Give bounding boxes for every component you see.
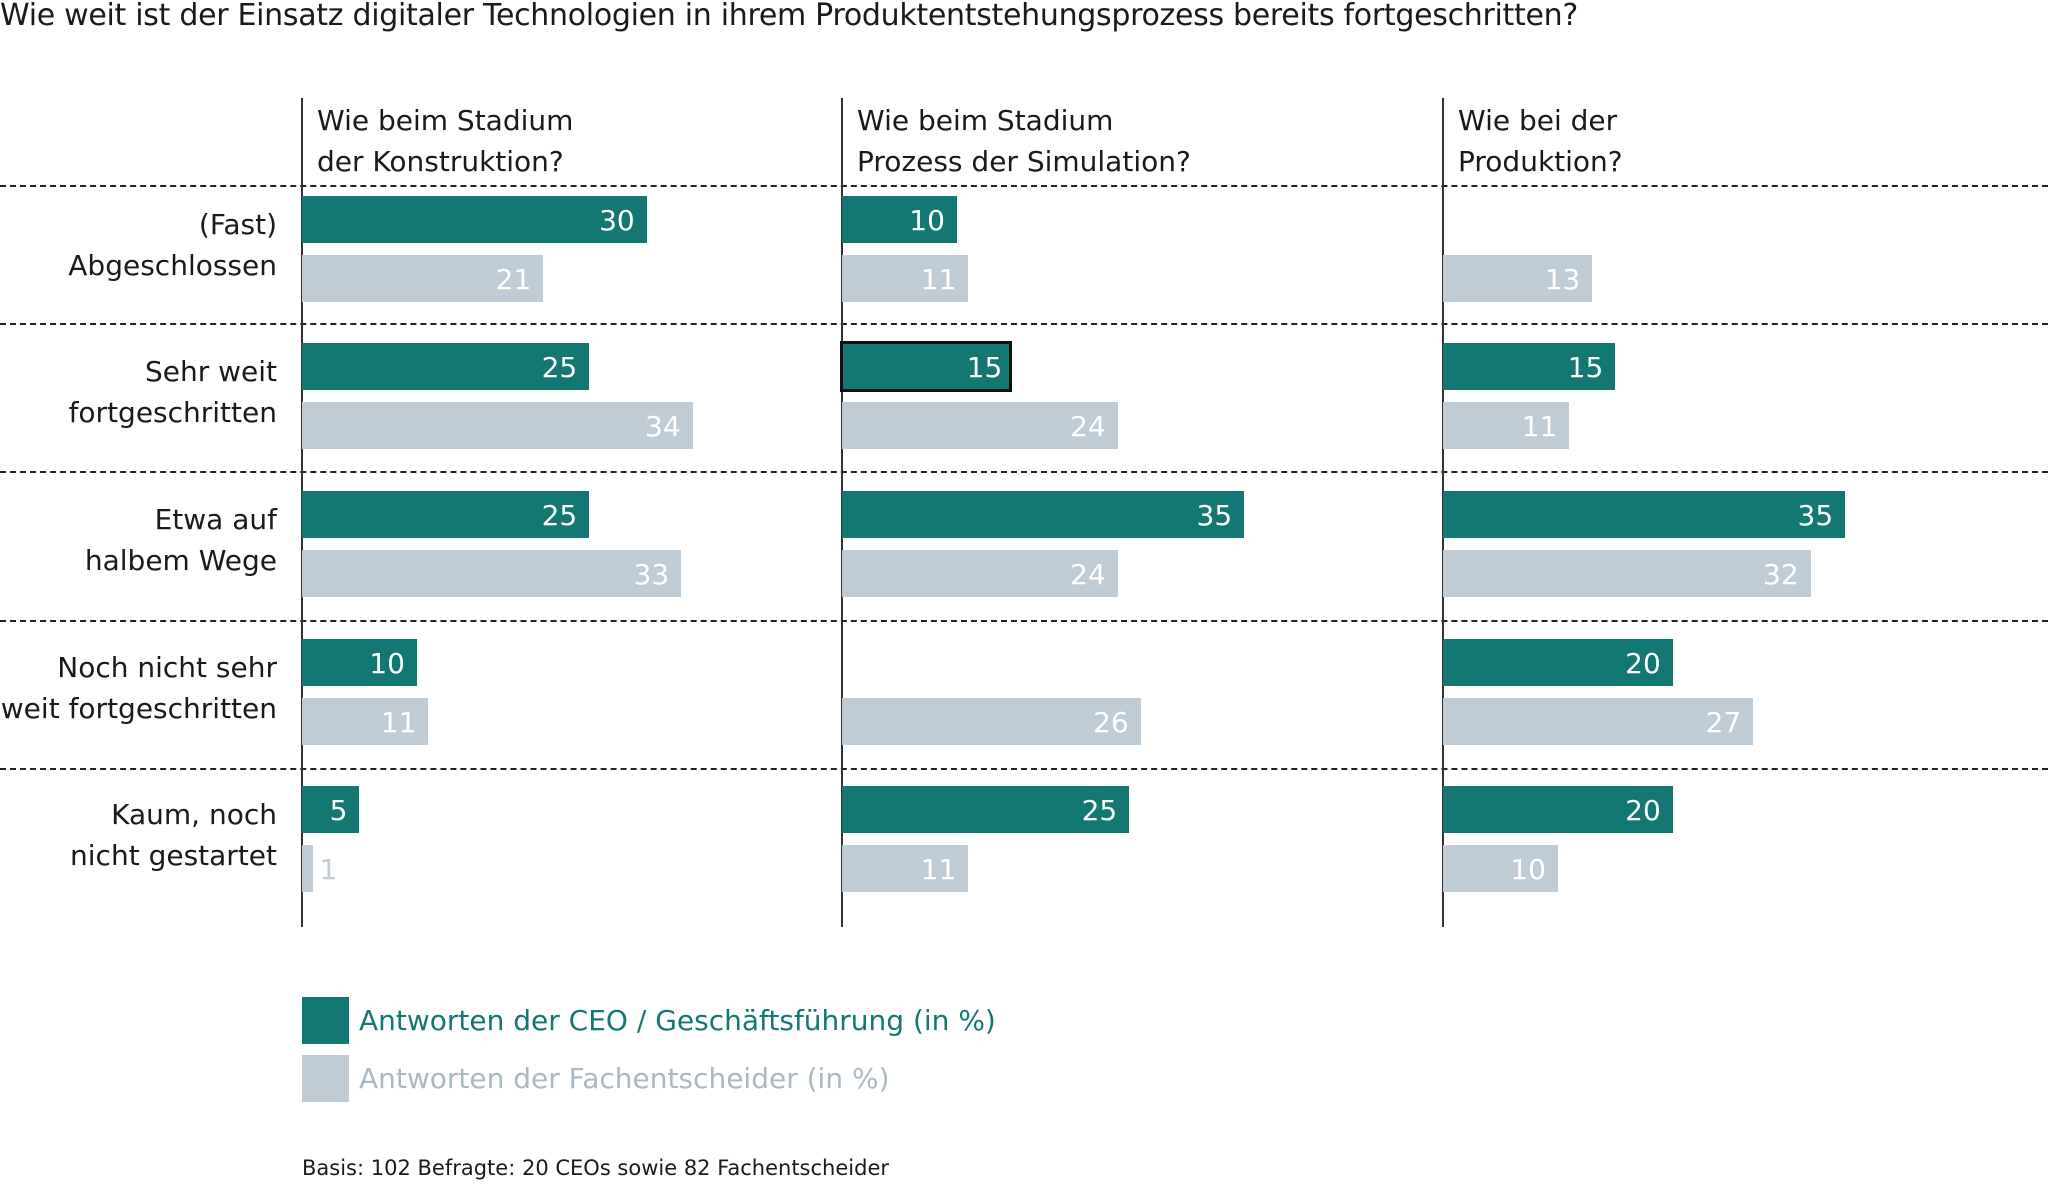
row-divider	[0, 620, 2048, 622]
bar-ceo	[302, 639, 417, 686]
bar-fach	[302, 698, 429, 745]
row-divider	[0, 768, 2048, 770]
bar-value-label: 25	[541, 351, 578, 384]
category-label-line: Abgeschlossen	[68, 249, 277, 282]
bar-fach	[842, 402, 1118, 449]
panel-title-line: Prozess der Simulation?	[857, 145, 1191, 178]
bar-value-label: 1	[319, 853, 338, 886]
bar-fach	[302, 550, 682, 597]
bar-value-label: 30	[599, 204, 635, 237]
bar-value-label: 10	[909, 204, 945, 237]
category-label: Etwa auf halbem Wege	[85, 499, 277, 581]
panel-axis-line	[301, 98, 303, 927]
panel-title: Wie bei der Produktion?	[1458, 100, 1623, 182]
bar-value-label: 21	[495, 263, 532, 296]
panel-title-line: Wie beim Stadium	[317, 104, 574, 137]
bar-ceo	[302, 491, 590, 538]
bar-value-label: 25	[541, 499, 578, 532]
category-label: Sehr weit fortgeschritten	[69, 351, 277, 433]
category-label: (Fast) Abgeschlossen	[68, 204, 277, 286]
bar-value-label: 27	[1705, 706, 1742, 739]
bar-value-label: 34	[645, 410, 681, 443]
panel-title-line: der Konstruktion?	[317, 145, 564, 178]
bar-value-label: 11	[1521, 410, 1558, 443]
bar-value-label: 11	[920, 263, 957, 296]
bar-value-label: 35	[1797, 499, 1834, 532]
panel-axis-line	[1442, 98, 1444, 927]
bar-fach	[842, 698, 1141, 745]
bar-ceo	[840, 341, 1013, 392]
bar-ceo	[1443, 491, 1846, 538]
footnote: Basis: 102 Befragte: 20 CEOs sowie 82 Fa…	[302, 1156, 889, 1180]
bar-value-label: 20	[1625, 794, 1661, 827]
category-label-line: Kaum, noch	[111, 798, 277, 831]
category-label-line: Etwa auf	[154, 503, 277, 536]
panel-title: Wie beim Stadium Prozess der Simulation?	[857, 100, 1191, 182]
bar-fach	[842, 550, 1118, 597]
bar-ceo	[1443, 786, 1673, 833]
category-label-line: weit fortgeschritten	[0, 692, 277, 725]
panel-title-line: Wie beim Stadium	[857, 104, 1114, 137]
bar-value-label: 24	[1070, 558, 1106, 591]
bar-fach	[1443, 698, 1754, 745]
bar-value-label: 24	[1070, 410, 1106, 443]
category-label-line: (Fast)	[198, 208, 277, 241]
legend-swatch-fach	[302, 1055, 349, 1102]
bar-ceo	[302, 343, 590, 390]
bar-value-label: 26	[1093, 706, 1129, 739]
bar-fach	[1443, 402, 1570, 449]
row-divider	[0, 185, 2048, 187]
bar-value-label: 25	[1081, 794, 1118, 827]
bar-fach	[1443, 255, 1593, 302]
category-label: Noch nicht sehr weit fortgeschritten	[1, 647, 277, 729]
category-label-line: halbem Wege	[84, 544, 277, 577]
bar-value-label: 11	[380, 706, 417, 739]
bar-ceo	[1443, 639, 1673, 686]
bar-value-label: 11	[920, 853, 957, 886]
row-divider	[0, 471, 2048, 473]
bar-value-label: 32	[1763, 558, 1799, 591]
category-label: Kaum, noch nicht gestartet	[70, 794, 277, 876]
category-label-line: Noch nicht sehr	[57, 651, 277, 684]
bar-fach	[302, 845, 314, 892]
bar-fach	[842, 255, 969, 302]
bar-value-label: 15	[966, 351, 1003, 384]
bar-value-label: 35	[1196, 499, 1233, 532]
bar-value-label: 33	[633, 558, 670, 591]
bar-fach	[302, 255, 544, 302]
bar-ceo	[842, 196, 957, 243]
bar-fach	[842, 845, 969, 892]
bar-value-label: 5	[329, 794, 348, 827]
bar-value-label: 20	[1625, 647, 1661, 680]
row-divider	[0, 323, 2048, 325]
panel-axis-line	[841, 98, 843, 927]
bar-ceo	[842, 491, 1245, 538]
legend-label-ceo: Antworten der CEO / Geschäftsführung (in…	[359, 1004, 996, 1037]
category-label-line: Sehr weit	[144, 355, 277, 388]
bar-value-label: 15	[1567, 351, 1604, 384]
bar-fach	[1443, 550, 1811, 597]
legend-swatch-ceo	[302, 997, 349, 1044]
bar-value-label: 10	[1510, 853, 1546, 886]
panel-title-line: Produktion?	[1458, 145, 1623, 178]
bar-ceo	[1443, 343, 1616, 390]
bar-value-label: 13	[1544, 263, 1581, 296]
category-label-line: nicht gestartet	[70, 839, 277, 872]
legend-label-fach: Antworten der Fachentscheider (in %)	[359, 1062, 890, 1095]
bar-ceo	[842, 786, 1130, 833]
bar-value-label: 10	[369, 647, 405, 680]
bar-ceo	[302, 196, 647, 243]
chart-title: Wie weit ist der Einsatz digitaler Techn…	[0, 0, 1578, 33]
bar-ceo	[302, 786, 360, 833]
bar-fach	[302, 402, 693, 449]
panel-title-line: Wie bei der	[1458, 104, 1618, 137]
panel-title: Wie beim Stadium der Konstruktion?	[317, 100, 573, 182]
category-label-line: fortgeschritten	[68, 396, 277, 429]
bar-fach	[1443, 845, 1558, 892]
